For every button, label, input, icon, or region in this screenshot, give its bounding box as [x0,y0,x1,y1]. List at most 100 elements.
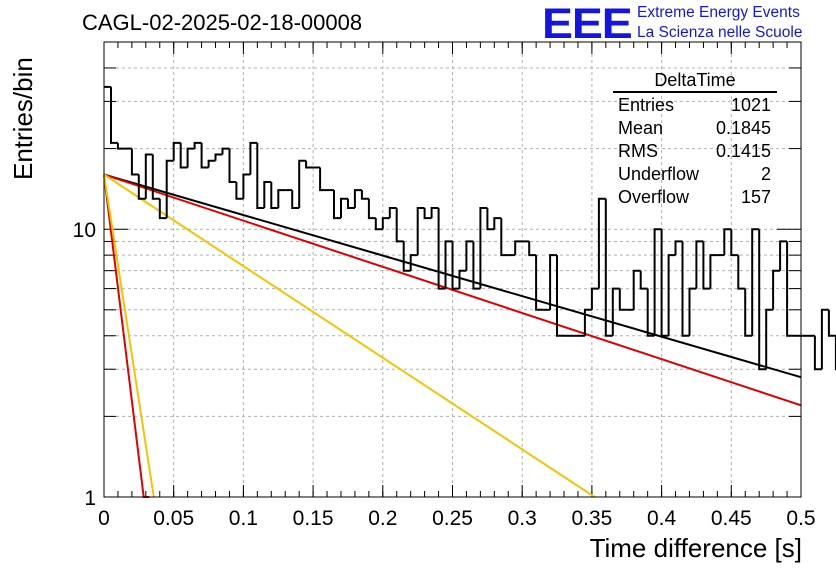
stats-label: Underflow [618,164,700,184]
x-tick-label: 0.35 [571,507,612,530]
y-axis-label: Entries/bin [8,57,38,180]
histogram-series [104,85,836,371]
histogram-bin [186,147,195,168]
stats-row: Entries 1021 [613,94,777,117]
stats-label: Entries [618,95,675,115]
stats-label: RMS [618,141,658,161]
histogram-bin [319,167,327,192]
x-tick-label: 0.5 [786,507,815,530]
histogram-bin [367,198,376,220]
histogram-bin [556,255,564,337]
histogram-bin [263,181,272,208]
histogram-bin [827,309,836,337]
x-tick-label: 0.45 [711,507,752,530]
histogram-bin [646,288,655,337]
histogram-bin [765,308,774,370]
histogram-bin [451,241,460,290]
histogram-bin [744,288,753,337]
histogram-bin [242,173,251,199]
fit-curves [103,173,802,498]
histogram-bin [772,269,781,310]
histogram-bin [249,141,258,175]
histogram-bin [514,240,523,256]
stats-value: 0.1845 [715,118,771,138]
histogram-bin [667,254,676,336]
histogram-bin [270,182,279,209]
histogram-bin [472,241,481,290]
stats-value: 2 [760,164,771,184]
histogram-bin [228,148,237,183]
histogram-bin [144,153,153,199]
histogram-bin [360,190,369,200]
stats-label: Overflow [618,187,690,207]
stats-row: Overflow 157 [613,186,777,209]
histogram-bin [590,287,599,310]
histogram-bin [604,198,613,337]
histogram-bin [813,335,822,371]
histogram-bin [207,159,216,168]
histogram-bin [528,241,537,257]
histogram-bin [444,240,453,289]
stats-value: 0.1415 [715,141,771,161]
histogram-bin [402,241,411,272]
histogram-bin [130,148,139,176]
histogram-bin [632,269,641,310]
histogram-bin [611,287,620,336]
y-tick-label: 10 [73,219,96,242]
histogram-bin [353,189,362,208]
histogram-bin [730,229,739,257]
histogram-bin [751,228,760,336]
histogram-bin [298,159,307,208]
histogram-bin [235,182,244,200]
stats-row: Underflow 2 [613,163,777,186]
histogram-bin [388,207,397,219]
x-tick-label: 0.2 [368,507,397,530]
stats-title: DeltaTime [613,70,777,93]
stats-value: 1021 [730,95,771,115]
stats-box: DeltaTime Entries 1021 Mean 0.1845 RMS 0… [613,70,777,209]
stats-row: RMS 0.1415 [613,140,777,163]
histogram-bin [709,254,718,289]
logo-mark: EEE [542,0,633,48]
histogram-bin [110,86,118,144]
plot-frame [103,41,802,498]
histogram-bin [395,208,404,243]
stats-row: Mean 0.1845 [613,117,777,140]
histogram-bin [158,198,167,220]
y-tick-labels: 1 10 [73,219,96,510]
histogram-bin [437,208,446,290]
x-tick-label: 0.3 [508,507,537,530]
histogram-bin [820,308,829,370]
histogram-bin [723,228,732,256]
x-tick-label: 0.05 [153,507,194,530]
histogram-bin [695,240,704,289]
histogram-bin [172,141,181,161]
histogram-bin [347,198,355,209]
x-tick-label: 0.4 [647,507,677,530]
x-tick-label: 0.15 [293,507,334,530]
histogram-bin [277,189,286,208]
fit-curve [103,173,596,498]
histogram-bin [486,208,495,231]
histogram-bin [786,241,794,337]
histogram-bin [479,207,488,289]
fit-curve [103,174,155,498]
x-tick-label: 0.25 [432,507,473,530]
histogram-bin [409,254,418,271]
logo-line-2: La Scienza nelle Scuole [637,24,803,41]
histogram-bin [200,142,209,169]
histogram-bin [165,159,174,219]
histogram-bin [137,174,146,200]
histogram-bin [688,287,697,336]
histogram-bin [430,207,439,219]
histogram-bin [549,254,557,310]
histogram-bin [597,197,606,289]
histogram-bin [374,218,383,231]
histogram-bin [214,153,223,161]
histogram-bin [674,240,683,256]
chart-title: CAGL-02-2025-02-18-00008 [82,10,363,35]
x-tick-label: 0 [98,507,110,530]
histogram-bin [653,228,662,336]
x-tick-labels: 0 0.05 0.1 0.15 0.2 0.25 0.3 0.35 0.4 0.45 0.5 [98,507,815,530]
